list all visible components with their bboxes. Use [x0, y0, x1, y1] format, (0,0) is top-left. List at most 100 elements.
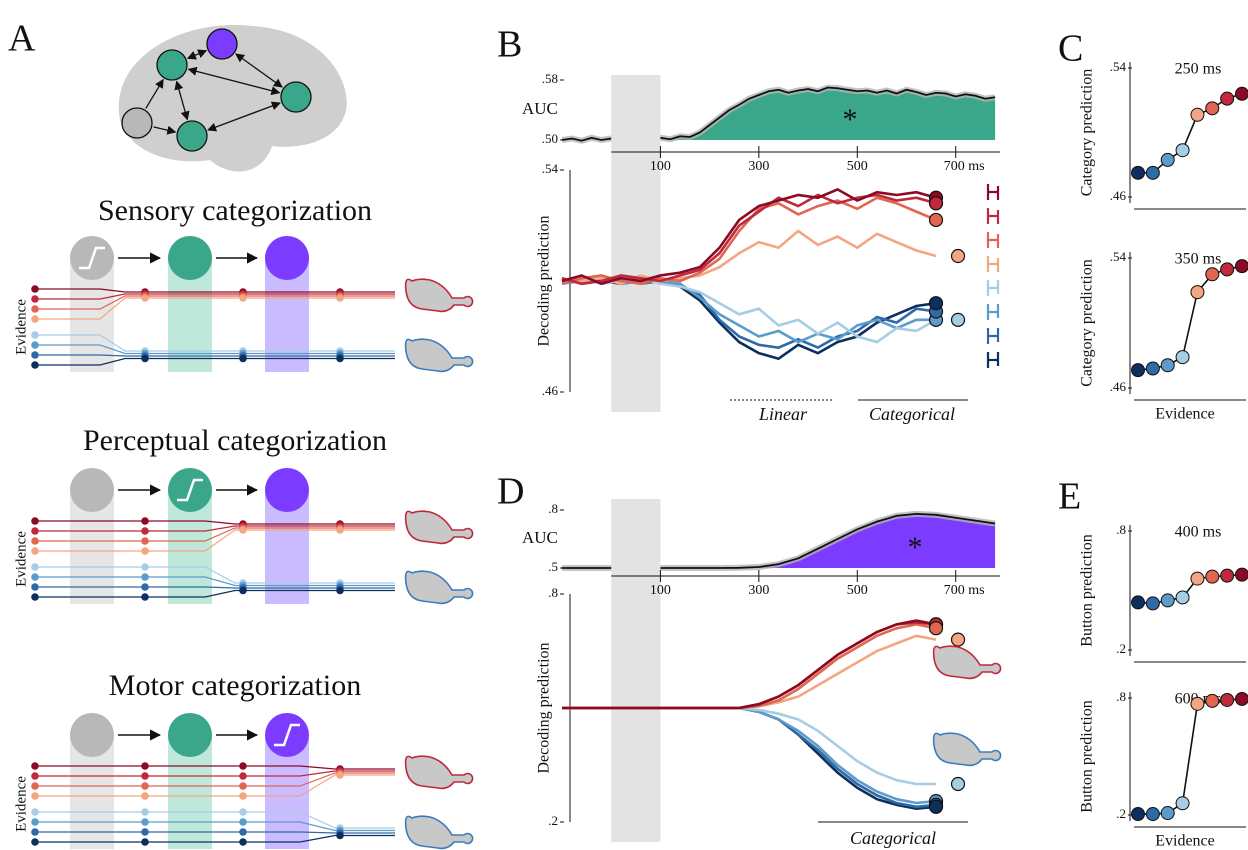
y-tick-label: .5	[548, 559, 558, 574]
hand-icon	[406, 339, 473, 371]
hand-icon	[406, 816, 473, 848]
evidence-dot	[31, 792, 39, 800]
evidence-dot	[141, 294, 149, 302]
data-point	[1161, 153, 1174, 166]
y-axis-label: Category prediction	[1079, 69, 1096, 197]
data-point	[1176, 351, 1189, 364]
section-title: Motor categorization	[109, 669, 361, 702]
section-title: Sensory categorization	[98, 194, 372, 227]
section-title: Perceptual categorization	[83, 424, 387, 457]
evidence-dot	[31, 351, 39, 359]
stage-node	[265, 236, 309, 280]
end-marker	[930, 197, 943, 210]
evidence-dot	[31, 828, 39, 836]
y-tick-label: .46	[1110, 188, 1127, 203]
evidence-dot	[336, 355, 344, 363]
evidence-dot	[141, 537, 149, 545]
evidence-dot	[141, 762, 149, 770]
evidence-dot	[31, 315, 39, 323]
y-tick-label: .2	[1116, 641, 1126, 656]
figure: A Sensory categorizationEvidencePerceptu…	[0, 0, 1248, 850]
data-point	[1176, 144, 1189, 157]
evidence-dot	[141, 573, 149, 581]
y-tick-label: .46	[542, 383, 559, 398]
end-marker	[930, 213, 943, 226]
evidence-dot	[141, 838, 149, 846]
data-point	[1132, 364, 1145, 377]
axis-label: Evidence	[13, 531, 29, 587]
y-axis-label: AUC	[522, 528, 558, 547]
data-point	[1191, 697, 1204, 710]
evidence-dot	[239, 355, 247, 363]
y-tick-label: .2	[548, 813, 558, 828]
evidence-dot	[31, 517, 39, 525]
y-tick-label: .2	[1116, 806, 1126, 821]
network-node	[281, 82, 311, 112]
evidence-dot	[141, 828, 149, 836]
evidence-dot	[31, 593, 39, 601]
panel-label: B	[497, 24, 522, 66]
evidence-dot	[31, 547, 39, 555]
y-tick-label: .54	[1110, 59, 1127, 74]
y-tick-label: .54	[1110, 249, 1127, 264]
evidence-dot	[31, 285, 39, 293]
data-point	[1206, 268, 1219, 281]
y-axis-label: Decoding prediction	[536, 642, 553, 773]
data-point	[1206, 694, 1219, 707]
evidence-dot	[239, 818, 247, 826]
evidence-dot	[141, 527, 149, 535]
evidence-dot	[31, 782, 39, 790]
data-point	[1146, 597, 1159, 610]
annotation: Categorical	[869, 404, 955, 424]
y-axis-label: Button prediction	[1079, 700, 1096, 812]
data-point	[1146, 166, 1159, 179]
evidence-dot	[239, 772, 247, 780]
evidence-dot	[141, 792, 149, 800]
evidence-dot	[141, 782, 149, 790]
network-node	[157, 50, 187, 80]
network-node	[177, 121, 207, 151]
y-axis-label: Button prediction	[1079, 534, 1096, 646]
evidence-dot	[141, 355, 149, 363]
evidence-bracket	[988, 352, 998, 368]
hand-icon	[406, 571, 473, 603]
evidence-dot	[31, 573, 39, 581]
data-point	[1236, 260, 1248, 273]
data-point	[1191, 108, 1204, 121]
data-point	[1236, 568, 1248, 581]
data-point	[1176, 797, 1189, 810]
stage-node	[70, 468, 114, 512]
evidence-dot	[336, 526, 344, 534]
x-tick-label: 100	[650, 159, 671, 174]
data-point	[1176, 591, 1189, 604]
evidence-bracket	[988, 304, 998, 320]
evidence-dot	[141, 563, 149, 571]
data-point	[1221, 693, 1234, 706]
evidence-dot	[31, 838, 39, 846]
hand-icon	[406, 756, 473, 788]
connect-line	[1138, 699, 1242, 814]
y-axis-label: Category prediction	[1079, 259, 1096, 387]
chart-title: 400 ms	[1175, 524, 1222, 541]
data-point	[1221, 92, 1234, 105]
stage-node	[168, 713, 212, 757]
data-point	[1236, 692, 1248, 705]
y-tick-label: .8	[1116, 689, 1126, 704]
end-marker	[952, 778, 965, 791]
stage-node	[265, 468, 309, 512]
evidence-dot	[31, 583, 39, 591]
data-point	[1132, 166, 1145, 179]
end-marker	[930, 622, 943, 635]
evidence-bracket	[988, 184, 998, 200]
data-point	[1161, 594, 1174, 607]
evidence-dot	[336, 771, 344, 779]
evidence-dot	[141, 593, 149, 601]
hand-icon	[934, 733, 1001, 765]
data-point	[1146, 362, 1159, 375]
evidence-dot	[336, 587, 344, 595]
evidence-bracket	[988, 328, 998, 344]
evidence-dot	[239, 587, 247, 595]
x-tick-label: 700 ms	[944, 159, 985, 174]
evidence-dot	[239, 838, 247, 846]
stage-node	[168, 236, 212, 280]
